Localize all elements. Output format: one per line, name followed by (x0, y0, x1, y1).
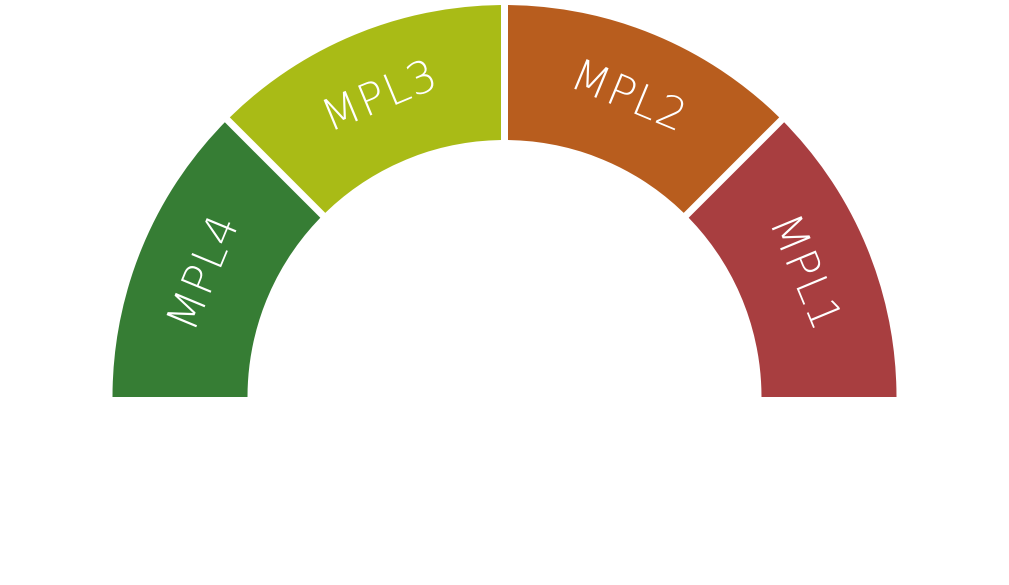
gauge-segment-mpl3 (229, 5, 502, 213)
gauge-segment-mpl1 (688, 122, 897, 398)
gauge-segment-mpl4 (112, 122, 321, 398)
gauge-segment-mpl2 (508, 5, 780, 213)
